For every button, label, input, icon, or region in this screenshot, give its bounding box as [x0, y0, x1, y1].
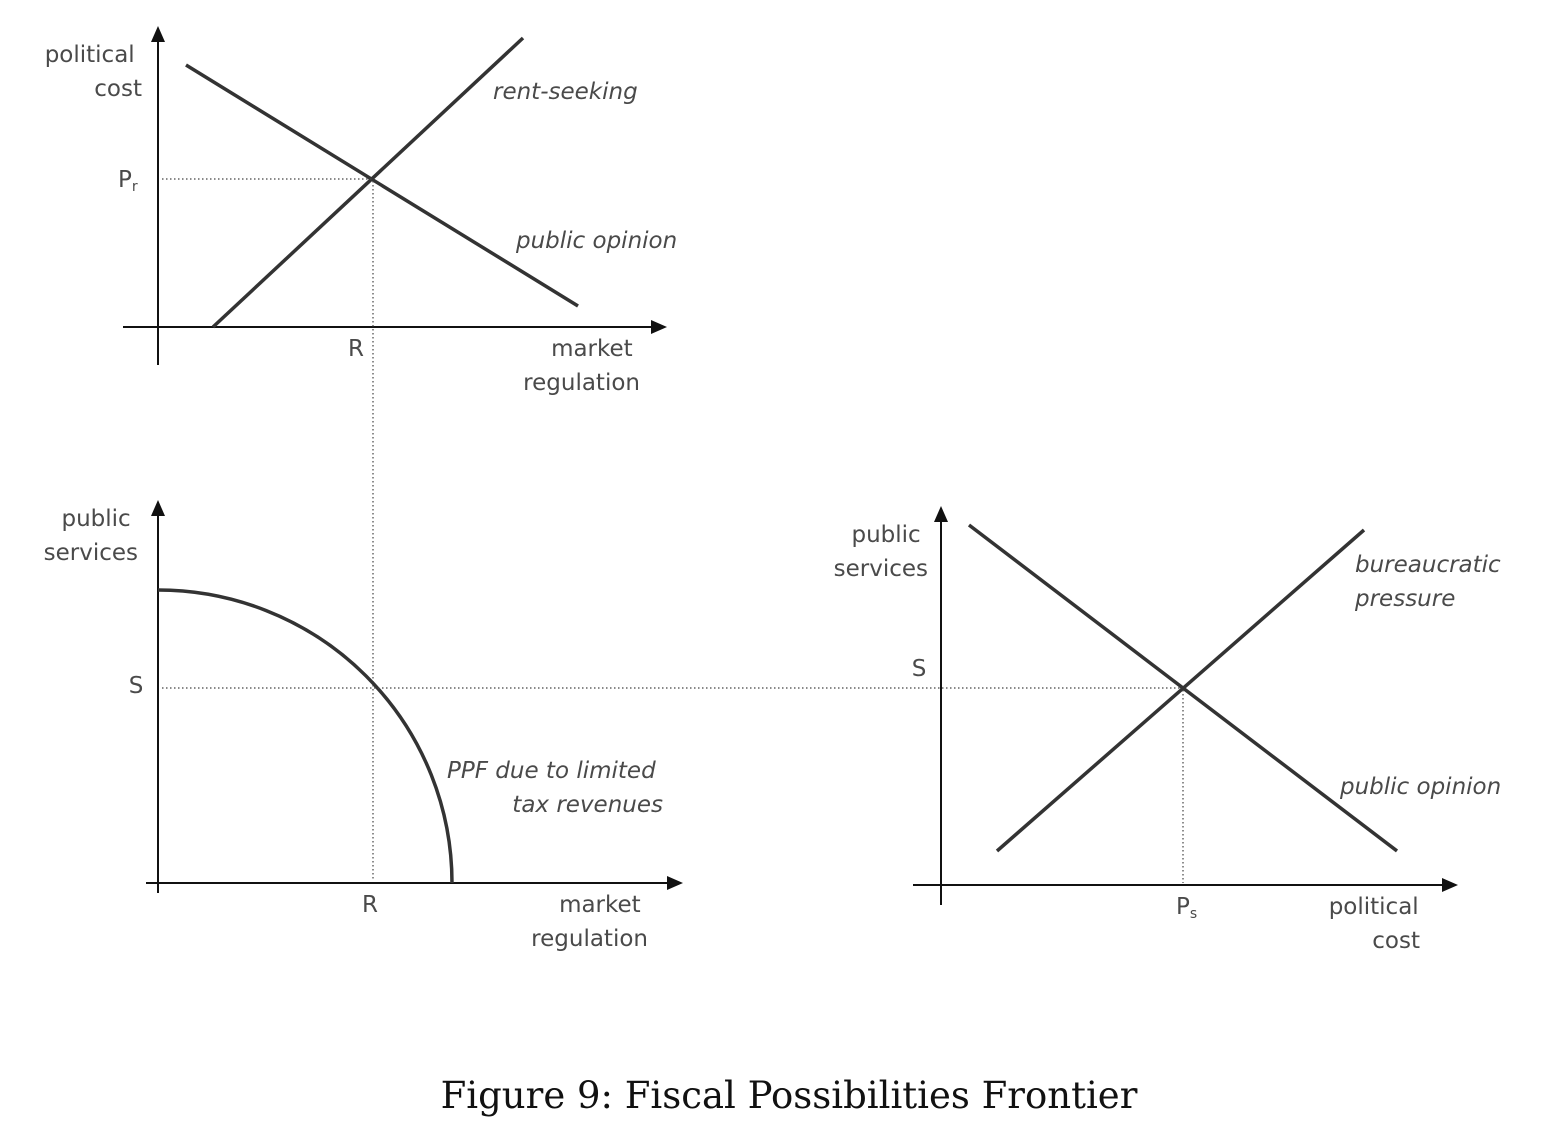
ppf-x-axis-label: market regulation: [531, 892, 648, 952]
bureaucratic-pressure-label: bureaucratic pressure: [1354, 552, 1508, 612]
top-public-opinion-curve: [185, 63, 579, 308]
top-y-axis-label: political cost: [45, 42, 142, 102]
ppf-x-tick-r: R: [362, 892, 378, 918]
top-panel: political cost market regulation Pr R re…: [45, 26, 677, 396]
right-y-axis-label: public services: [834, 522, 928, 582]
top-public-opinion-label: public opinion: [515, 228, 677, 254]
ppf-y-tick-s: S: [129, 673, 144, 699]
top-y-tick-pr: Pr: [118, 167, 138, 195]
right-x-axis-label: political cost: [1329, 894, 1426, 954]
top-x-axis-arrow: [651, 320, 667, 334]
bottom-right-panel: public services political cost S Ps bure…: [834, 506, 1508, 954]
top-x-tick-r: R: [348, 336, 364, 362]
bottom-left-panel: public services market regulation S R PP…: [44, 500, 1182, 952]
ppf-curve: [157, 588, 454, 884]
figure-caption: Figure 9: Fiscal Possibilities Frontier: [441, 1074, 1138, 1117]
ppf-x-axis-arrow: [667, 876, 683, 890]
ppf-y-axis-arrow: [151, 500, 165, 516]
right-y-tick-s: S: [912, 656, 927, 682]
top-x-axis-label: market regulation: [523, 336, 640, 396]
right-public-opinion-curve: [967, 523, 1399, 853]
rent-seeking-curve: [211, 36, 525, 329]
ppf-y-axis-label: public services: [44, 506, 138, 566]
bureaucratic-pressure-curve: [995, 528, 1366, 853]
ppf-curve-label: PPF due to limited tax revenues: [447, 758, 663, 818]
right-y-axis-arrow: [934, 506, 948, 522]
top-y-axis-arrow: [151, 26, 165, 42]
rent-seeking-label: rent-seeking: [493, 79, 638, 105]
right-public-opinion-label: public opinion: [1339, 774, 1501, 800]
right-x-axis-arrow: [1442, 878, 1458, 892]
right-x-tick-ps: Ps: [1176, 894, 1197, 922]
